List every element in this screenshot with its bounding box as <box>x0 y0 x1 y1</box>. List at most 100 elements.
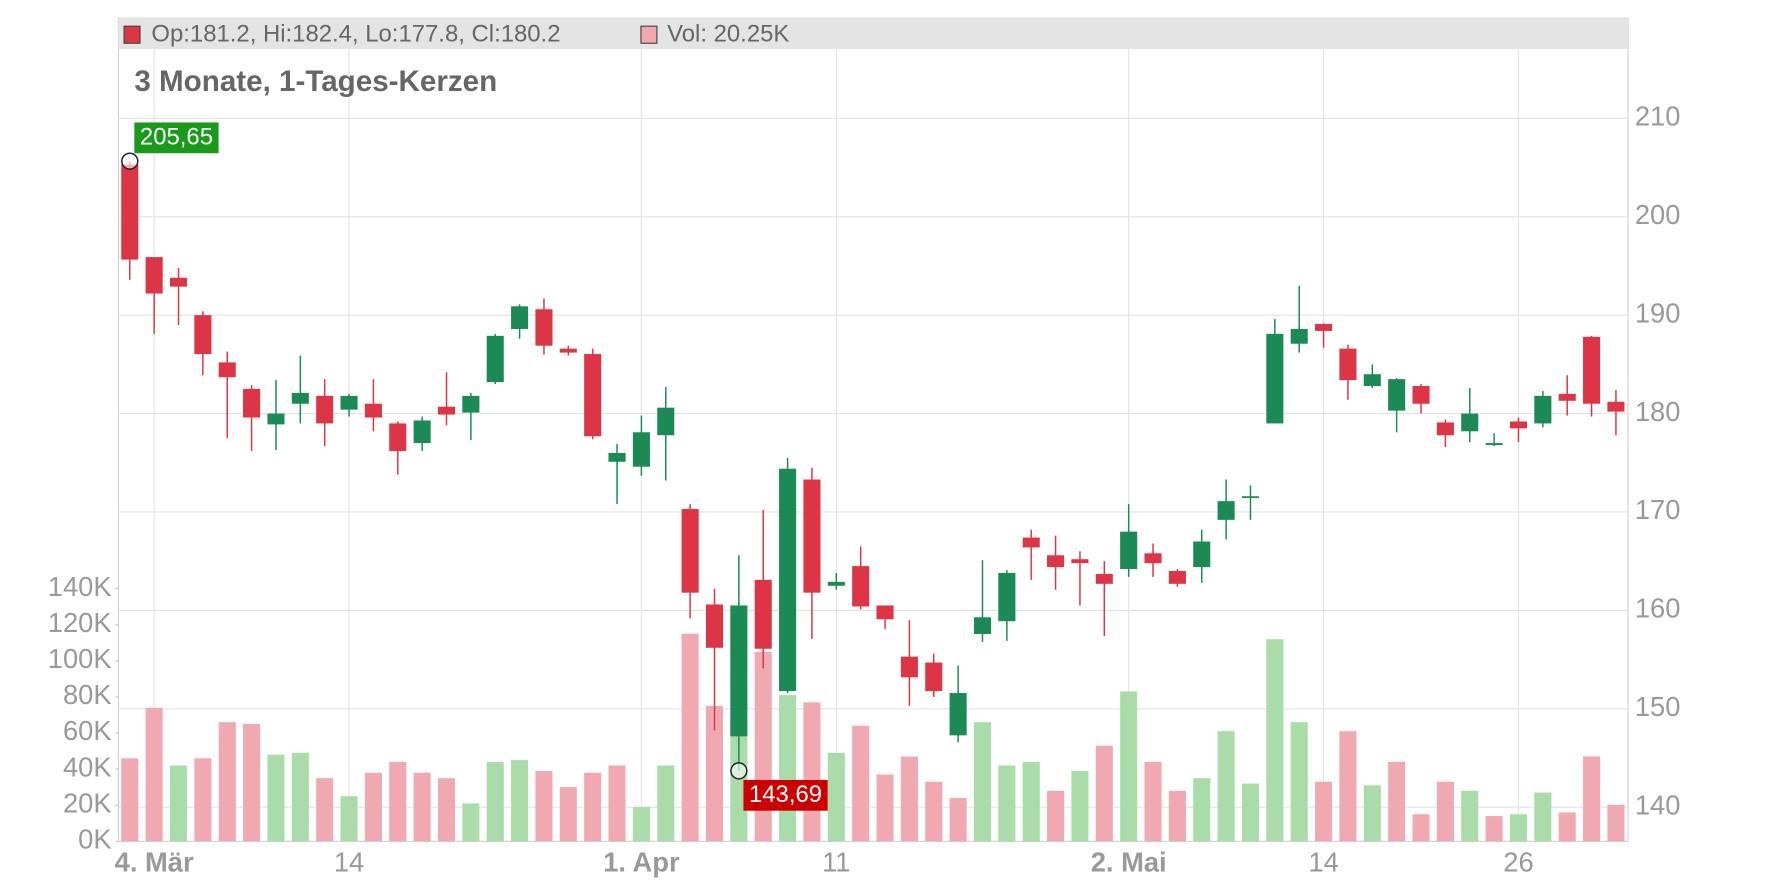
volume-bar <box>1436 781 1454 842</box>
candle-body <box>1022 537 1040 548</box>
volume-bar <box>1485 816 1503 842</box>
extreme-label: 205,65 <box>140 124 213 151</box>
candle-body <box>559 348 577 353</box>
y2-tick-label: 80K <box>63 679 112 710</box>
volume-bar <box>121 758 139 842</box>
volume-bar <box>316 778 334 842</box>
candle-body <box>194 315 212 355</box>
candle-body <box>1412 386 1430 404</box>
volume-bar <box>413 772 431 842</box>
volume-bar <box>754 651 772 842</box>
volume-bar <box>998 765 1016 842</box>
y2-tick-label: 60K <box>63 715 112 746</box>
candle-body <box>1217 501 1235 520</box>
x-tick-label: 14 <box>334 846 364 877</box>
volume-bar <box>1363 785 1381 842</box>
candle-body <box>1047 555 1065 568</box>
volume-bar <box>657 765 675 842</box>
volume-bar <box>1168 790 1186 842</box>
volume-bar <box>145 707 163 842</box>
candle-body <box>730 605 748 737</box>
volume-bar <box>1047 790 1065 842</box>
extreme-label-box <box>743 779 828 811</box>
candle-body <box>267 413 285 425</box>
volume-bar <box>900 756 918 842</box>
volume-bar <box>511 760 529 842</box>
candle-body <box>584 354 602 437</box>
candle-body <box>389 423 407 451</box>
candle-body <box>1266 333 1284 424</box>
volume-bar <box>973 722 992 842</box>
volume-bar <box>169 765 188 842</box>
y-tick-label: 200 <box>1635 199 1681 230</box>
volume-bar <box>1144 761 1162 842</box>
volume-bar <box>194 758 212 842</box>
x-tick-label: 2. Mai <box>1091 846 1167 877</box>
volume-bar <box>1339 731 1357 842</box>
volume-bar <box>1509 814 1528 842</box>
candle-body <box>1558 393 1576 401</box>
x-tick-label: 26 <box>1503 846 1533 877</box>
y2-tick-label: 140K <box>48 571 112 602</box>
candle-body <box>973 617 992 634</box>
legend-bar <box>118 18 1628 49</box>
volume-bar <box>1290 722 1308 842</box>
volume-bar <box>462 803 480 842</box>
y2-tick-label: 40K <box>63 751 112 782</box>
candle-body <box>121 164 139 260</box>
candles <box>121 161 1625 771</box>
x-tick-label: 14 <box>1308 846 1338 877</box>
y2-tick-label: 100K <box>48 643 112 674</box>
candle-body <box>827 581 845 586</box>
candle-body <box>705 604 724 648</box>
volume-bar <box>1022 761 1040 842</box>
extreme-label: 143,69 <box>749 781 822 808</box>
x-tick-label: 11 <box>822 846 850 877</box>
y-tick-label: 170 <box>1635 494 1681 525</box>
y-tick-label: 140 <box>1635 789 1681 820</box>
volume-bars <box>121 633 1625 842</box>
volume-bar <box>535 770 553 842</box>
volume-bar <box>1120 691 1138 842</box>
candle-body <box>1485 443 1503 446</box>
candle-body <box>1144 553 1162 564</box>
candle-body <box>1388 379 1406 411</box>
volume-bar <box>949 798 967 842</box>
candle-body <box>1339 348 1357 381</box>
x-tick-label: 4. Mär <box>115 846 194 877</box>
candle-body <box>876 605 894 620</box>
candle-body <box>925 662 943 692</box>
volume-bar <box>1217 731 1235 842</box>
volume-bar <box>340 796 358 842</box>
volume-bar <box>827 752 845 842</box>
volume-bar <box>925 781 943 842</box>
candle-body <box>145 257 163 294</box>
candle-body <box>1461 413 1479 432</box>
candle-body <box>1509 421 1528 429</box>
candle-body <box>535 309 553 346</box>
extreme-marker <box>730 762 748 780</box>
y-tick-label: 160 <box>1635 593 1681 624</box>
legend-swatch <box>123 25 141 44</box>
volume-bar <box>1241 783 1260 842</box>
volume-bar <box>876 774 894 842</box>
candle-body <box>1290 328 1308 344</box>
candle-body <box>437 406 456 415</box>
candle-body <box>1120 531 1138 570</box>
candle-body <box>657 407 675 436</box>
chart-title: 3 Monate, 1-Tages-Kerzen <box>134 65 497 98</box>
volume-bar <box>1558 812 1576 842</box>
candle-body <box>779 468 797 692</box>
volume-bar <box>1534 792 1552 842</box>
volume-bar <box>803 702 821 842</box>
volume-bar <box>1412 814 1430 842</box>
candle-body <box>803 479 821 593</box>
y-tick-label: 180 <box>1635 396 1681 427</box>
volume-bar <box>1461 790 1479 842</box>
candle-body <box>998 572 1016 622</box>
candle-body <box>852 566 870 607</box>
volume-bar <box>218 722 236 842</box>
volume-bar <box>1071 770 1089 842</box>
candle-body <box>462 395 480 413</box>
